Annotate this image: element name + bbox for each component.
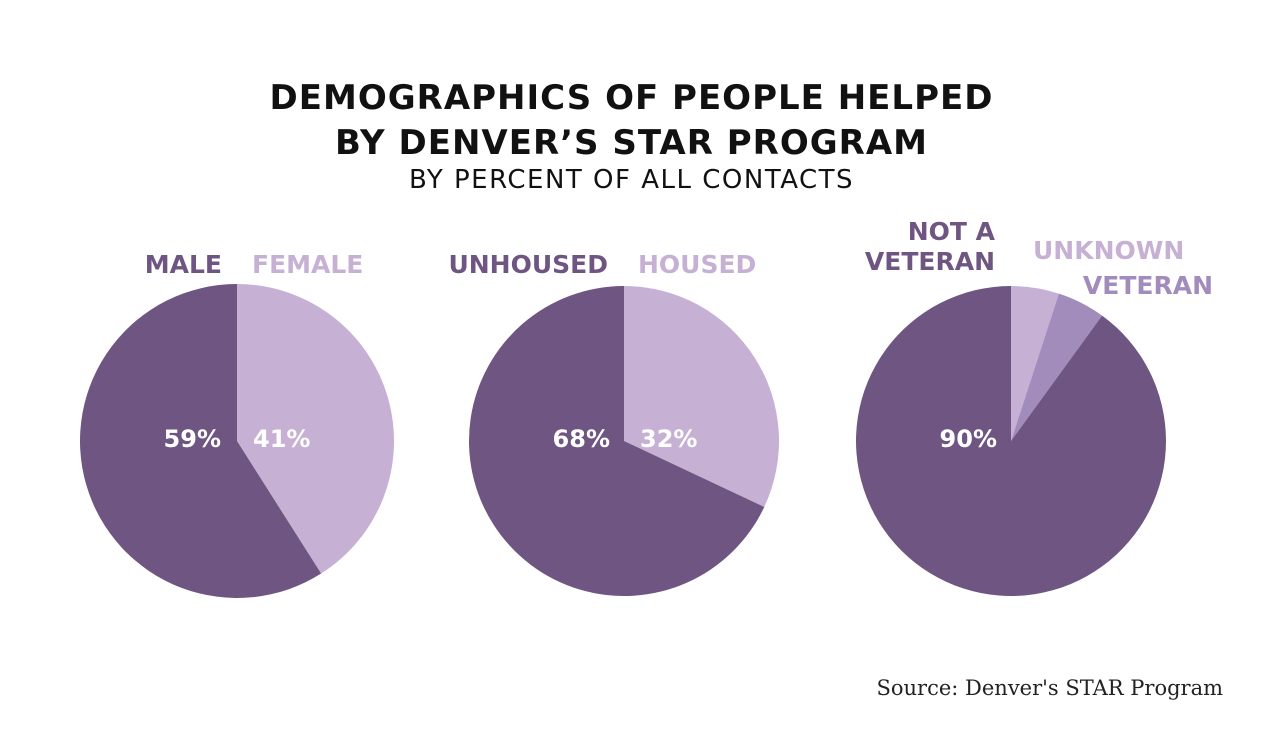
category-label-housed: HOUSED xyxy=(638,250,756,279)
category-label-not-a-veteran: VETERAN xyxy=(865,247,995,276)
pie-slice-veteran xyxy=(1011,293,1103,441)
pie-slice-unhoused xyxy=(469,286,765,596)
source-note: Source: Denver's STAR Program xyxy=(876,676,1224,700)
value-label-unhoused: 68% xyxy=(553,425,610,453)
pie-slice-unknown xyxy=(1011,286,1059,441)
pie-slice-housed xyxy=(624,286,779,507)
category-label-veteran: VETERAN xyxy=(1083,271,1213,300)
pie-slice-male xyxy=(80,284,322,598)
category-label-unhoused: UNHOUSED xyxy=(448,250,608,279)
value-label-not-a-veteran: 90% xyxy=(940,425,997,453)
value-label-female: 41% xyxy=(253,425,310,453)
category-label-female: FEMALE xyxy=(252,250,363,279)
category-label-not-a-veteran: NOT A xyxy=(908,217,996,246)
chart-title-line-2: BY DENVER’S STAR PROGRAM xyxy=(335,123,928,163)
chart-title-line-1: DEMOGRAPHICS OF PEOPLE HELPED xyxy=(269,78,994,118)
category-label-male: MALE xyxy=(145,250,222,279)
pie-slice-not-a-veteran xyxy=(855,286,1166,597)
value-label-housed: 32% xyxy=(640,425,697,453)
pie-slice-female xyxy=(237,284,395,574)
value-label-male: 59% xyxy=(164,425,221,453)
chart-subtitle: BY PERCENT OF ALL CONTACTS xyxy=(408,165,855,195)
category-label-unknown: UNKNOWN xyxy=(1033,236,1184,265)
